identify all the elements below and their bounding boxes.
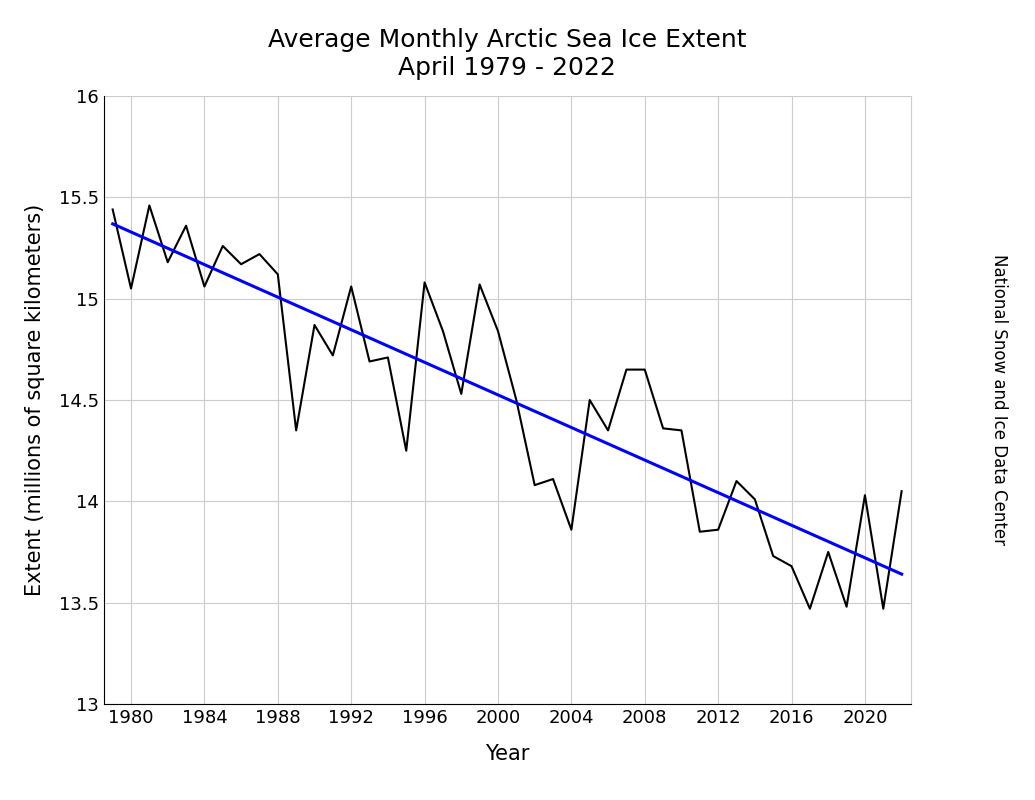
Y-axis label: Extent (millions of square kilometers): Extent (millions of square kilometers) [25,204,45,596]
Title: Average Monthly Arctic Sea Ice Extent
April 1979 - 2022: Average Monthly Arctic Sea Ice Extent Ap… [268,28,746,80]
Text: National Snow and Ice Data Center: National Snow and Ice Data Center [989,254,1008,546]
X-axis label: Year: Year [485,743,529,763]
